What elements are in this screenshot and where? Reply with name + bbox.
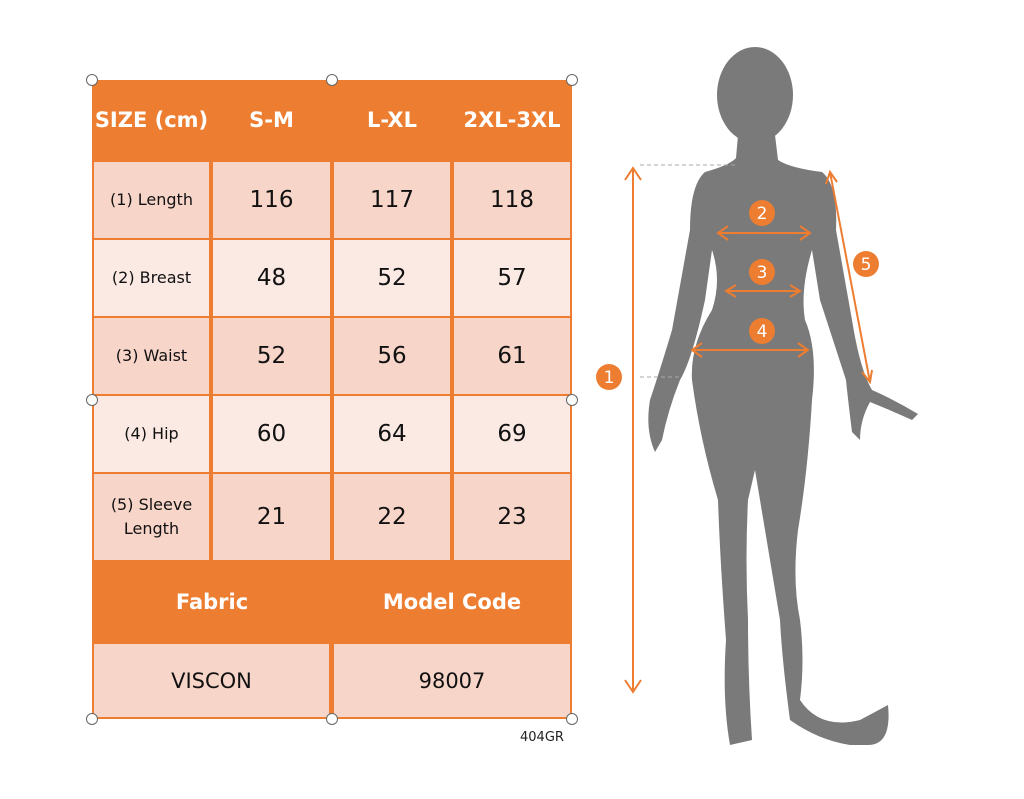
row-label: (1) Length [94,162,209,238]
measurement-value: 48 [213,240,330,316]
resize-handle[interactable] [86,394,98,406]
marker-4 [749,318,775,344]
sleeve-arrowheads [825,169,873,385]
measurement-value: 61 [454,318,570,394]
fabric-value: VISCON [94,644,329,717]
measurement-value: 69 [454,396,570,472]
column-header: 2XL-3XL [463,108,561,132]
fabric-header: Fabric [175,590,249,614]
head-shape [717,47,793,143]
length-arrowheads [624,166,642,694]
woman-silhouette [648,47,918,745]
resize-handle[interactable] [326,713,338,725]
marker-5-label: 5 [861,255,872,275]
resize-handle[interactable] [86,713,98,725]
resize-handle[interactable] [86,74,98,86]
product-code: 404GR [520,730,564,745]
column-header: L-XL [367,108,417,132]
size-header: SIZE (cm) [94,108,209,132]
row-label: (5) Sleeve Length [94,474,209,560]
measurement-value: 21 [213,474,330,560]
marker-4-label: 4 [757,322,768,342]
measurement-value: 56 [334,318,450,394]
marker-3-label: 3 [757,263,768,283]
marker-1-label: 1 [604,368,615,388]
sleeve-arrow [829,171,871,383]
breast-arrowheads [716,225,812,241]
row-label: (3) Waist [94,318,209,394]
measurement-value: 52 [334,240,450,316]
model-code-header: Model Code [382,590,522,614]
measurement-value: 22 [334,474,450,560]
measurement-value: 117 [334,162,450,238]
model-code-value: 98007 [334,644,570,717]
row-label: (4) Hip [94,396,209,472]
measurement-value: 57 [454,240,570,316]
guide-lines [640,164,735,378]
measurement-value: 23 [454,474,570,560]
resize-handle[interactable] [326,74,338,86]
measurement-value: 64 [334,396,450,472]
measurement-value: 116 [213,162,330,238]
measurement-value: 118 [454,162,570,238]
row-label: (2) Breast [94,240,209,316]
measurement-arrows [624,166,873,694]
body-shape [648,135,918,745]
waist-arrowheads [724,284,802,298]
marker-2 [749,200,775,226]
marker-5 [853,251,879,277]
marker-2-label: 2 [757,204,768,224]
column-header: S-M [249,108,294,132]
measurement-value: 52 [213,318,330,394]
resize-handle[interactable] [566,74,578,86]
marker-3 [749,259,775,285]
size-chart-table: SIZE (cm) S-M L-XL 2XL-3XL (1) Length 116… [92,80,572,719]
resize-handle[interactable] [566,713,578,725]
hip-arrowheads [690,342,810,358]
marker-1 [596,364,622,390]
measurement-markers: 1 2 3 4 5 [596,200,879,390]
resize-handle[interactable] [566,394,578,406]
measurement-value: 60 [213,396,330,472]
